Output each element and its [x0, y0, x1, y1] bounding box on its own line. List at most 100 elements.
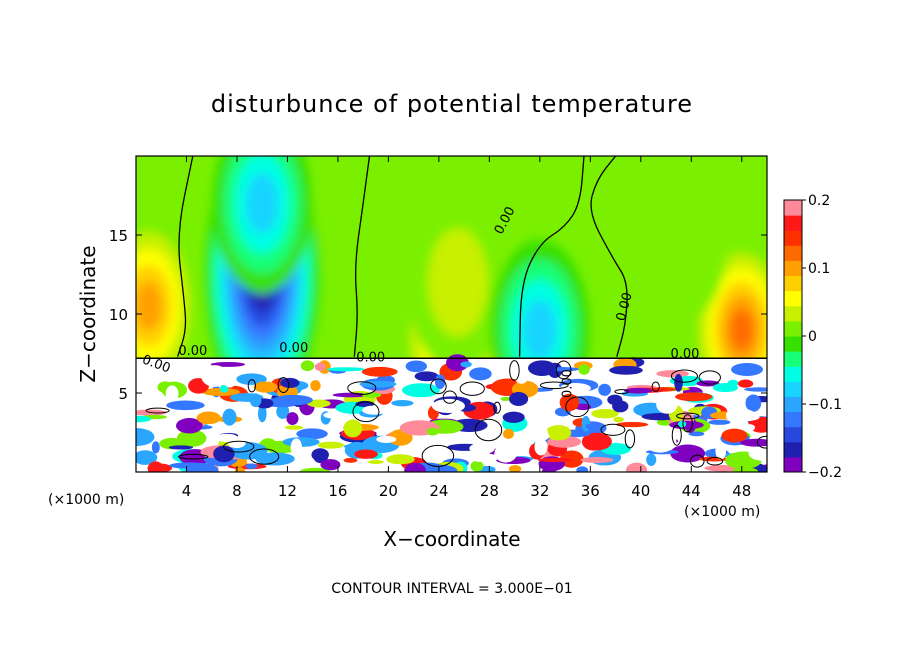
- contour-label: 0.00: [560, 369, 575, 398]
- lower-contour: [277, 377, 290, 394]
- x-tick-label: 8: [232, 482, 242, 500]
- colorbar-tick-label: −0.1: [808, 397, 842, 413]
- zero-contour: [353, 156, 371, 357]
- lower-contour: [555, 360, 572, 380]
- lower-blob: [423, 464, 458, 472]
- colorbar-swatch: [784, 396, 802, 413]
- lower-blob: [678, 420, 687, 428]
- lower-blob-core: [216, 433, 238, 443]
- lower-contour: [223, 440, 255, 453]
- field-level: [245, 173, 279, 234]
- lower-blob: [500, 396, 512, 401]
- colorbar-swatch: [784, 230, 802, 246]
- x-tick-label: 24: [429, 482, 448, 500]
- lower-blob: [585, 423, 605, 430]
- x-tick-label: 16: [328, 482, 347, 500]
- colorbar-tick-label: 0: [808, 329, 817, 345]
- colorbar-swatch: [784, 200, 802, 216]
- lower-blob: [509, 391, 529, 406]
- lower-blob: [745, 394, 762, 412]
- colorbar-swatch: [784, 351, 802, 367]
- lower-blob: [222, 408, 237, 426]
- y-tick-label: 10: [109, 306, 128, 324]
- lower-blob: [545, 425, 572, 441]
- colorbar-swatch: [784, 215, 802, 231]
- lower-contour: [247, 379, 257, 393]
- lower-blob: [460, 361, 472, 368]
- lower-contour: [689, 454, 705, 468]
- colorbar: 0.2 0.1 0 −0.1 −0.2: [783, 193, 842, 481]
- lower-blob-core: [743, 424, 756, 432]
- zero-contours: [176, 156, 628, 357]
- lower-blob: [470, 460, 484, 472]
- lower-contour: [676, 412, 700, 420]
- field-level: [427, 228, 488, 337]
- colorbar-swatch: [784, 305, 802, 322]
- lower-blob: [712, 383, 738, 393]
- lower-blob: [434, 374, 446, 390]
- field-feature: [136, 216, 199, 397]
- lower-blob-core: [471, 446, 486, 462]
- lower-blob: [737, 379, 754, 388]
- contour-label: 0.00: [178, 344, 207, 359]
- lower-blob: [136, 428, 155, 446]
- field-feature: [313, 156, 414, 294]
- lower-blob: [151, 441, 160, 454]
- lower-blob: [136, 415, 152, 423]
- lower-blob: [469, 367, 492, 381]
- x-axis-label: X−coordinate: [383, 527, 520, 551]
- lower-blob-core: [494, 443, 518, 463]
- lower-contour: [352, 401, 380, 423]
- chart-title: disturbunce of potential temperature: [211, 90, 693, 118]
- lower-blob: [168, 445, 194, 450]
- colorbar-tick-label: 0.2: [808, 193, 830, 209]
- x-tick-label: 4: [182, 482, 192, 500]
- contour-label: 0.00: [670, 347, 699, 362]
- lower-blob: [169, 462, 208, 469]
- lower-contour: [670, 369, 698, 383]
- lower-blob: [176, 418, 203, 434]
- lower-turbulent-field: [136, 354, 767, 472]
- lower-blob: [196, 411, 221, 425]
- lower-blob-core: [290, 438, 303, 457]
- lower-blob: [625, 462, 648, 472]
- x-axis: 4 8 12 16 20 24 28 32 36 40 44 48: [182, 156, 751, 500]
- lower-blob: [307, 399, 331, 408]
- lower-blob-core: [725, 408, 756, 421]
- lower-blob: [219, 385, 229, 393]
- lower-blob-core: [376, 435, 397, 443]
- lower-blob: [249, 393, 262, 408]
- colorbar-tick-label: 0.1: [808, 261, 830, 277]
- field-level: [628, 156, 729, 325]
- lower-contour: [614, 389, 629, 395]
- lower-blob: [314, 362, 326, 372]
- lower-blob: [404, 462, 426, 472]
- lower-blob: [284, 425, 304, 430]
- x-tick-label: 32: [530, 482, 549, 500]
- lower-blob-core: [534, 438, 548, 456]
- lower-blob-core: [656, 395, 678, 414]
- colorbar-swatch: [784, 456, 802, 473]
- lower-blob: [343, 457, 358, 463]
- lower-contour: [706, 456, 724, 466]
- lower-blob: [299, 467, 331, 472]
- lower-blob-core: [362, 405, 387, 415]
- lower-blob: [426, 427, 439, 436]
- lower-blob: [669, 420, 704, 430]
- lower-blob: [296, 428, 328, 440]
- lower-contour: [565, 396, 590, 418]
- lower-blob: [210, 361, 246, 367]
- lower-blob: [300, 360, 315, 372]
- lower-blob: [675, 392, 713, 402]
- lower-blob: [744, 387, 767, 392]
- zero-contour: [518, 156, 585, 357]
- lower-blob: [317, 441, 345, 449]
- lower-blob: [591, 408, 619, 419]
- lower-blob: [578, 364, 590, 375]
- field-feature: [407, 192, 508, 373]
- lower-blob: [721, 428, 748, 443]
- lower-blob: [332, 392, 369, 398]
- colorbar-swatch: [784, 411, 802, 428]
- lower-blob: [502, 411, 525, 423]
- lower-blob-core: [748, 446, 767, 461]
